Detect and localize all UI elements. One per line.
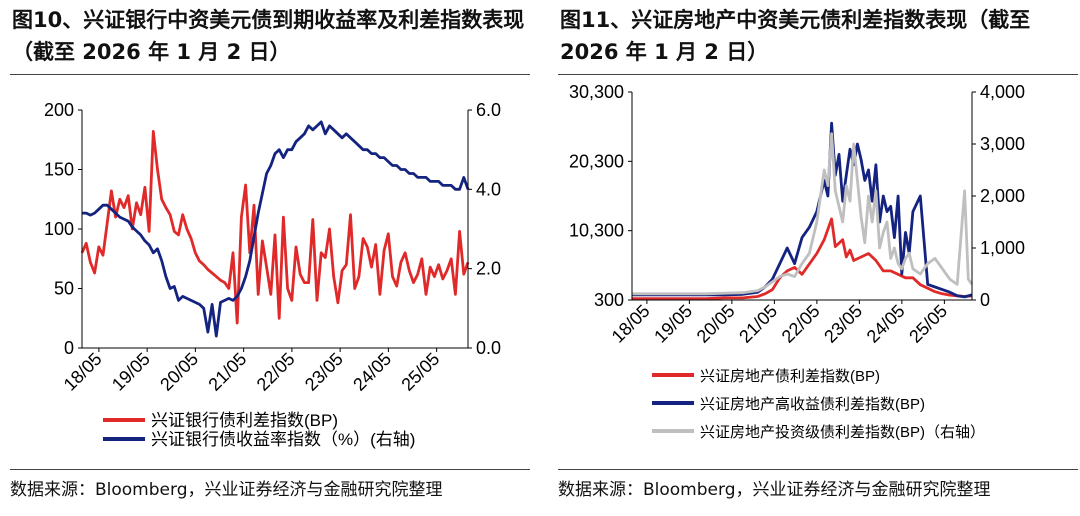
right-left-tick-label: 30,300 — [569, 82, 624, 102]
right-source-divider — [558, 469, 1078, 470]
right-left-tick-label: 20,300 — [569, 151, 624, 171]
right-panel: 图11、兴证房地产中资美元债利差指数表现（截至 2026 年 1 月 2 日） … — [548, 0, 1080, 516]
right-legend-label-0: 兴证房地产债利差指数(BP) — [700, 368, 880, 385]
left-right-tick-label: 2.0 — [476, 259, 501, 279]
right-x-tick-label: 22/05 — [778, 301, 824, 347]
left-left-tick-label: 150 — [44, 160, 74, 180]
left-right-tick-label: 0.0 — [476, 338, 501, 358]
left-source-divider — [10, 469, 530, 470]
right-x-tick-label: 24/05 — [863, 301, 909, 347]
right-left-tick-label: 10,300 — [569, 221, 624, 241]
left-title-divider — [10, 74, 530, 75]
right-x-tick-label: 21/05 — [735, 301, 781, 347]
right-right-tick-label: 0 — [980, 290, 990, 310]
left-series-0-line — [80, 130, 470, 325]
right-legend-label-2: 兴证房地产投资级债利差指数(BP)（右轴） — [700, 424, 985, 441]
right-right-tick-label: 3,000 — [980, 134, 1025, 154]
right-right-tick-label: 2,000 — [980, 186, 1025, 206]
left-series-1-line — [82, 120, 470, 338]
right-chart-title: 图11、兴证房地产中资美元债利差指数表现（截至 2026 年 1 月 2 日） — [560, 8, 1031, 64]
left-right-tick-label: 6.0 — [476, 100, 501, 120]
left-right-tick-label: 4.0 — [476, 179, 501, 199]
left-x-tick-label: 19/05 — [108, 349, 154, 395]
right-right-tick-label: 4,000 — [980, 82, 1025, 102]
left-x-tick-label: 23/05 — [301, 349, 347, 395]
left-chart-title: 图10、兴证银行中资美元债到期收益率及利差指数表现（截至 2026 年 1 月 … — [12, 8, 525, 64]
right-title-divider — [558, 74, 1078, 75]
right-chart: 300 10,300 20,300 30,300 0 1,000 2,000 3,000 4,0… — [569, 82, 1025, 441]
right-right-tick-label: 1,000 — [980, 238, 1025, 258]
left-x-tick-label: 20/05 — [156, 349, 202, 395]
left-x-tick-label: 21/05 — [204, 349, 250, 395]
right-series-1-line — [632, 121, 973, 299]
left-left-tick-label: 100 — [44, 219, 74, 239]
left-source-note: 数据来源：Bloomberg，兴业证券经济与金融研究院整理 — [10, 480, 443, 500]
right-x-tick-label: 23/05 — [820, 301, 866, 347]
left-legend-label-1: 兴证银行债收益率指数（%）(右轴) — [151, 430, 415, 449]
left-x-tick-label: 22/05 — [253, 349, 299, 395]
right-source-note: 数据来源：Bloomberg，兴业证券经济与金融研究院整理 — [558, 480, 991, 500]
right-x-tick-label: 19/05 — [650, 301, 696, 347]
left-x-tick-label: 25/05 — [397, 349, 443, 395]
right-series-2-line — [632, 132, 974, 296]
left-left-tick-label: 0 — [64, 338, 74, 358]
right-series-0-line — [632, 217, 973, 300]
left-legend-label-0: 兴证银行债利差指数(BP) — [151, 411, 338, 430]
left-panel: 图10、兴证银行中资美元债到期收益率及利差指数表现（截至 2026 年 1 月 … — [0, 0, 532, 516]
right-x-tick-label: 20/05 — [693, 301, 739, 347]
left-x-tick-label: 24/05 — [349, 349, 395, 395]
right-left-tick-label: 300 — [594, 290, 624, 310]
right-x-tick-label: 25/05 — [905, 301, 951, 347]
left-left-tick-label: 50 — [54, 279, 74, 299]
left-left-tick-label: 200 — [44, 100, 74, 120]
right-legend-label-1: 兴证房地产高收益债利差指数(BP) — [700, 396, 925, 413]
